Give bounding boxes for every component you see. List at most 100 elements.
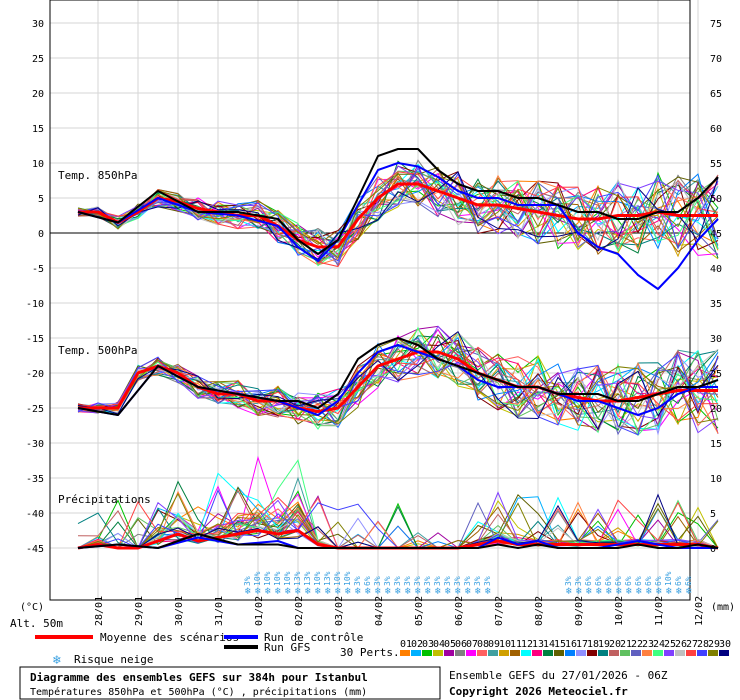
pert-number: 04 bbox=[433, 639, 445, 650]
pert-number: 14 bbox=[543, 639, 555, 650]
date-tick-label: 03/02 bbox=[334, 596, 345, 626]
pert-swatch bbox=[466, 650, 476, 656]
snowflake-icon: ❄ bbox=[325, 586, 332, 597]
snowflake-icon: ❄ bbox=[425, 586, 432, 597]
left-tick-label: 20 bbox=[32, 89, 44, 100]
pert-number: 20 bbox=[609, 639, 621, 650]
snowflake-icon: ❄ bbox=[686, 586, 693, 597]
pert-swatch bbox=[708, 650, 718, 656]
pert-swatch bbox=[411, 650, 421, 656]
legend-mean-label: Moyenne des scénarios bbox=[100, 631, 239, 644]
member-line-t850 bbox=[77, 177, 719, 255]
pert-swatch bbox=[719, 650, 729, 656]
pert-swatch bbox=[565, 650, 575, 656]
panel-label-precip: Précipitations bbox=[58, 493, 151, 506]
snow-risk-percent: 3% bbox=[483, 576, 492, 586]
right-tick-label: 65 bbox=[710, 89, 722, 100]
right-tick-label: 0 bbox=[710, 544, 716, 555]
right-tick-label: 55 bbox=[710, 159, 722, 170]
snowflake-icon: ❄ bbox=[626, 586, 633, 597]
snowflake-icon: ❄ bbox=[475, 586, 482, 597]
right-tick-label: 20 bbox=[710, 404, 722, 415]
right-axis-unit: (mm) bbox=[711, 602, 735, 613]
pert-number: 03 bbox=[422, 639, 434, 650]
left-tick-label: -15 bbox=[26, 334, 44, 345]
pert-number: 18 bbox=[587, 639, 599, 650]
right-tick-label: 50 bbox=[710, 194, 722, 205]
left-tick-label: 25 bbox=[32, 54, 44, 65]
snowflake-icon: ❄ bbox=[455, 586, 462, 597]
snow-risk-percent: 3% bbox=[403, 576, 412, 586]
snow-risk-percent: 3% bbox=[383, 576, 392, 586]
snowflake-icon: ❄ bbox=[485, 586, 492, 597]
snow-risk-percent: 6% bbox=[624, 576, 633, 586]
pert-swatch bbox=[598, 650, 608, 656]
pert-number: 22 bbox=[631, 639, 643, 650]
snow-risk-percent: 10% bbox=[664, 571, 673, 586]
right-tick-label: 75 bbox=[710, 19, 722, 30]
right-tick-label: 5 bbox=[710, 509, 716, 520]
snowflake-icon: ❄ bbox=[395, 586, 402, 597]
snowflake-icon: ❄ bbox=[295, 586, 302, 597]
snowflake-icon: ❄ bbox=[265, 586, 272, 597]
altitude-label: Alt. 50m bbox=[10, 617, 63, 630]
pert-number: 15 bbox=[554, 639, 566, 650]
snowflake-icon: ❄ bbox=[355, 586, 362, 597]
snowflake-icon: ❄ bbox=[285, 586, 292, 597]
right-tick-label: 70 bbox=[710, 54, 722, 65]
left-tick-label: 5 bbox=[38, 194, 44, 205]
snowflake-icon: ❄ bbox=[586, 586, 593, 597]
pert-number: 23 bbox=[642, 639, 654, 650]
panel-label-t850: Temp. 850hPa bbox=[58, 169, 137, 182]
snowflake-icon: ❄ bbox=[305, 586, 312, 597]
right-tick-label: 15 bbox=[710, 439, 722, 450]
snow-risk-percent: 13% bbox=[323, 571, 332, 586]
right-tick-label: 35 bbox=[710, 299, 722, 310]
snow-risk-percent: 13% bbox=[293, 571, 302, 586]
right-tick-label: 30 bbox=[710, 334, 722, 345]
pert-swatch bbox=[664, 650, 674, 656]
date-tick-label: 09/02 bbox=[574, 596, 585, 626]
snow-risk-percent: 6% bbox=[634, 576, 643, 586]
snow-risk-percent: 6% bbox=[584, 576, 593, 586]
series-line-t850 bbox=[77, 162, 719, 290]
snow-risk-percent: 6% bbox=[684, 576, 693, 586]
member-line-t500 bbox=[77, 335, 719, 430]
snow-risk-band: 3%❄10%❄10%❄10%❄10%❄13%❄13%❄10%❄13%❄10%❄1… bbox=[243, 571, 693, 597]
date-tick-label: 05/02 bbox=[414, 596, 425, 626]
snowflake-icon: ❄ bbox=[315, 586, 322, 597]
snow-risk-percent: 6% bbox=[363, 576, 372, 586]
date-tick-label: 06/02 bbox=[454, 596, 465, 626]
pert-swatch bbox=[609, 650, 619, 656]
snowflake-icon: ❄ bbox=[676, 586, 683, 597]
pert-number: 01 bbox=[400, 639, 412, 650]
date-tick-label: 11/02 bbox=[654, 596, 665, 626]
pert-swatch bbox=[620, 650, 630, 656]
left-tick-label: -10 bbox=[26, 299, 44, 310]
left-axis-unit: (°C) bbox=[20, 602, 44, 613]
snow-risk-percent: 10% bbox=[263, 571, 272, 586]
pert-number: 08 bbox=[477, 639, 489, 650]
snowflake-icon: ❄ bbox=[245, 586, 252, 597]
pert-swatch bbox=[444, 650, 454, 656]
pert-swatch bbox=[686, 650, 696, 656]
date-tick-label: 12/02 bbox=[694, 596, 705, 626]
pert-swatch bbox=[631, 650, 641, 656]
left-tick-label: 30 bbox=[32, 19, 44, 30]
series-line-precip bbox=[77, 533, 719, 549]
date-tick-label: 30/01 bbox=[174, 596, 185, 626]
pert-number: 06 bbox=[455, 639, 467, 650]
pert-swatch bbox=[554, 650, 564, 656]
snowflake-icon: ❄ bbox=[405, 586, 412, 597]
snow-risk-percent: 3% bbox=[243, 576, 252, 586]
pert-number: 02 bbox=[411, 639, 423, 650]
date-tick-label: 04/02 bbox=[374, 596, 385, 626]
left-tick-label: 0 bbox=[38, 229, 44, 240]
snow-risk-percent: 10% bbox=[283, 571, 292, 586]
left-tick-label: -45 bbox=[26, 544, 44, 555]
snowflake-icon: ❄ bbox=[576, 586, 583, 597]
plot-frame bbox=[49, 0, 691, 601]
left-tick-label: -25 bbox=[26, 404, 44, 415]
pert-number: 16 bbox=[565, 639, 577, 650]
